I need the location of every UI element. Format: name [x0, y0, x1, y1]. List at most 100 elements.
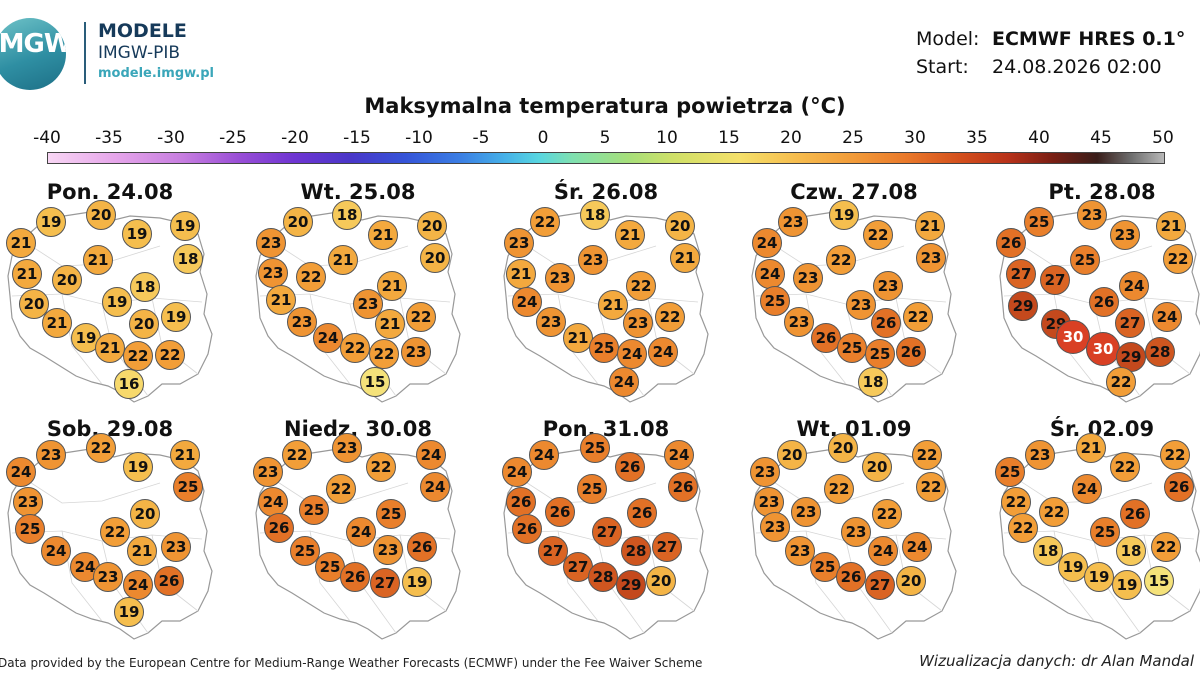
imgw-logo-mark: IMGW	[0, 18, 66, 90]
temperature-marker: 20	[646, 566, 676, 596]
temperature-marker: 27	[538, 536, 568, 566]
temperature-marker: 21	[6, 228, 36, 258]
temperature-marker: 24	[6, 457, 36, 487]
temperature-marker: 24	[41, 536, 71, 566]
visualization-credit: Wizualizacja danych: dr Alan Mandal	[919, 652, 1194, 670]
temperature-marker: 22	[369, 339, 399, 369]
temperature-marker: 18	[173, 244, 203, 274]
day-map-panel: Wt. 25.08 20 18 21 20 23 20 21 23 22 21 21 23 22 21 23 2…	[250, 180, 490, 415]
temperature-marker: 19	[102, 287, 132, 317]
temperature-marker: 22	[1106, 367, 1136, 397]
temperature-marker: 21	[83, 245, 113, 275]
temperature-marker: 24	[664, 440, 694, 470]
temperature-marker: 24	[416, 440, 446, 470]
temperature-marker: 15	[360, 367, 390, 397]
temperature-marker: 26	[627, 498, 657, 528]
temperature-marker: 22	[1039, 497, 1069, 527]
temperature-marker: 18	[580, 200, 610, 230]
temperature-marker: 24	[1152, 302, 1182, 332]
temperature-marker: 19	[1084, 562, 1114, 592]
temperature-marker: 25	[376, 499, 406, 529]
temperature-marker: 21	[563, 323, 593, 353]
temperature-marker: 16	[114, 369, 144, 399]
temperature-marker: 23	[253, 457, 283, 487]
temperature-marker: 22	[903, 302, 933, 332]
temperature-marker: 22	[123, 341, 153, 371]
colorbar-tick-label: -30	[157, 128, 185, 148]
day-title: Śr. 26.08	[553, 180, 659, 204]
temperature-marker: 22	[1001, 487, 1031, 517]
temperature-marker: 22	[1151, 532, 1181, 562]
day-map-panel: Śr. 26.08 22 18 21 20 23 21 23 21 23 22 24 21 22 23 23 2…	[498, 180, 738, 415]
temperature-marker: 19	[161, 302, 191, 332]
temperature-marker: 25	[995, 457, 1025, 487]
region-border	[517, 476, 657, 504]
temperature-marker: 22	[1160, 440, 1190, 470]
temperature-marker: 24	[512, 287, 542, 317]
temperature-marker: 22	[912, 440, 942, 470]
temperature-marker: 26	[264, 513, 294, 543]
temperature-marker: 22	[366, 452, 396, 482]
temperature-marker: 26	[996, 228, 1026, 258]
temperature-marker: 21	[12, 259, 42, 289]
temperature-marker: 22	[626, 271, 656, 301]
region-border	[1013, 476, 1153, 504]
temperature-marker: 21	[1156, 211, 1186, 241]
temperature-marker: 23	[578, 245, 608, 275]
temperature-marker: 22	[655, 302, 685, 332]
temperature-marker: 23	[873, 271, 903, 301]
day-map-panel: Pon. 31.08 24 25 26 24 24 26 25 26 26 26 26 27 27 27 28…	[498, 417, 738, 652]
temperature-marker: 19	[1058, 552, 1088, 582]
temperature-marker: 30	[1056, 320, 1090, 354]
temperature-marker: 19	[122, 219, 152, 249]
colorbar-tick-label: 45	[1090, 128, 1112, 148]
temperature-marker: 22	[100, 517, 130, 547]
temperature-marker: 23	[841, 517, 871, 547]
temperature-marker: 28	[621, 536, 651, 566]
temperature-marker: 21	[915, 211, 945, 241]
temperature-marker: 19	[114, 597, 144, 627]
colorbar-tick-label: 10	[656, 128, 678, 148]
temperature-marker: 25	[810, 552, 840, 582]
colorbar-tick-label: 40	[1028, 128, 1050, 148]
day-title: Pt. 28.08	[1048, 180, 1156, 204]
temperature-marker: 19	[36, 207, 66, 237]
temperature-marker: 26	[154, 566, 184, 596]
temperature-marker: 21	[598, 290, 628, 320]
temperature-marker: 27	[865, 570, 895, 600]
temperature-marker: 22	[1008, 513, 1038, 543]
temperature-marker: 29	[616, 570, 646, 600]
temperature-marker: 23	[332, 433, 362, 463]
temperature-marker: 23	[846, 290, 876, 320]
day-map-panel: Wt. 01.09 20 20 20 22 23 22 22 23 23 22 23 23 24 23 24 2…	[746, 417, 986, 652]
temperature-marker: 28	[588, 562, 618, 592]
temperature-marker: 24	[420, 472, 450, 502]
temperature-marker: 24	[868, 536, 898, 566]
day-map-panel: Śr. 02.09 23 21 22 22 25 26 24 22 22 26 22 25 22 18 18 1…	[994, 417, 1200, 652]
temperature-marker: 20	[828, 433, 858, 463]
temperature-marker: 27	[1115, 308, 1145, 338]
temperature-marker: 22	[872, 499, 902, 529]
temperature-marker: 26	[506, 487, 536, 517]
logo-title: MODELE	[98, 20, 187, 42]
temperature-marker: 18	[130, 272, 160, 302]
temperature-marker: 23	[750, 457, 780, 487]
temperature-marker: 23	[536, 307, 566, 337]
temperature-marker: 29	[1008, 291, 1038, 321]
colorbar-tick-label: -35	[95, 128, 123, 148]
temperature-marker: 22	[1163, 244, 1193, 274]
temperature-marker: 20	[129, 309, 159, 339]
temperature-marker: 19	[170, 211, 200, 241]
colorbar-tick-label: -10	[405, 128, 433, 148]
temperature-marker: 22	[326, 474, 356, 504]
temperature-marker: 26	[811, 323, 841, 353]
temperature-marker: 23	[373, 535, 403, 565]
region-border	[269, 476, 409, 504]
imgw-logo: IMGW MODELE IMGW-PIB modele.imgw.pl	[0, 18, 214, 90]
colorbar-tick-label: 0	[537, 128, 549, 148]
temperature-marker: 23	[791, 497, 821, 527]
temperature-marker: 20	[417, 211, 447, 241]
day-map-panel: Niedz. 30.08 22 23 22 24 23 24 22 24 25 25 26 24 26 25…	[250, 417, 490, 652]
temperature-marker: 22	[1110, 452, 1140, 482]
temperature-marker: 23	[401, 337, 431, 367]
